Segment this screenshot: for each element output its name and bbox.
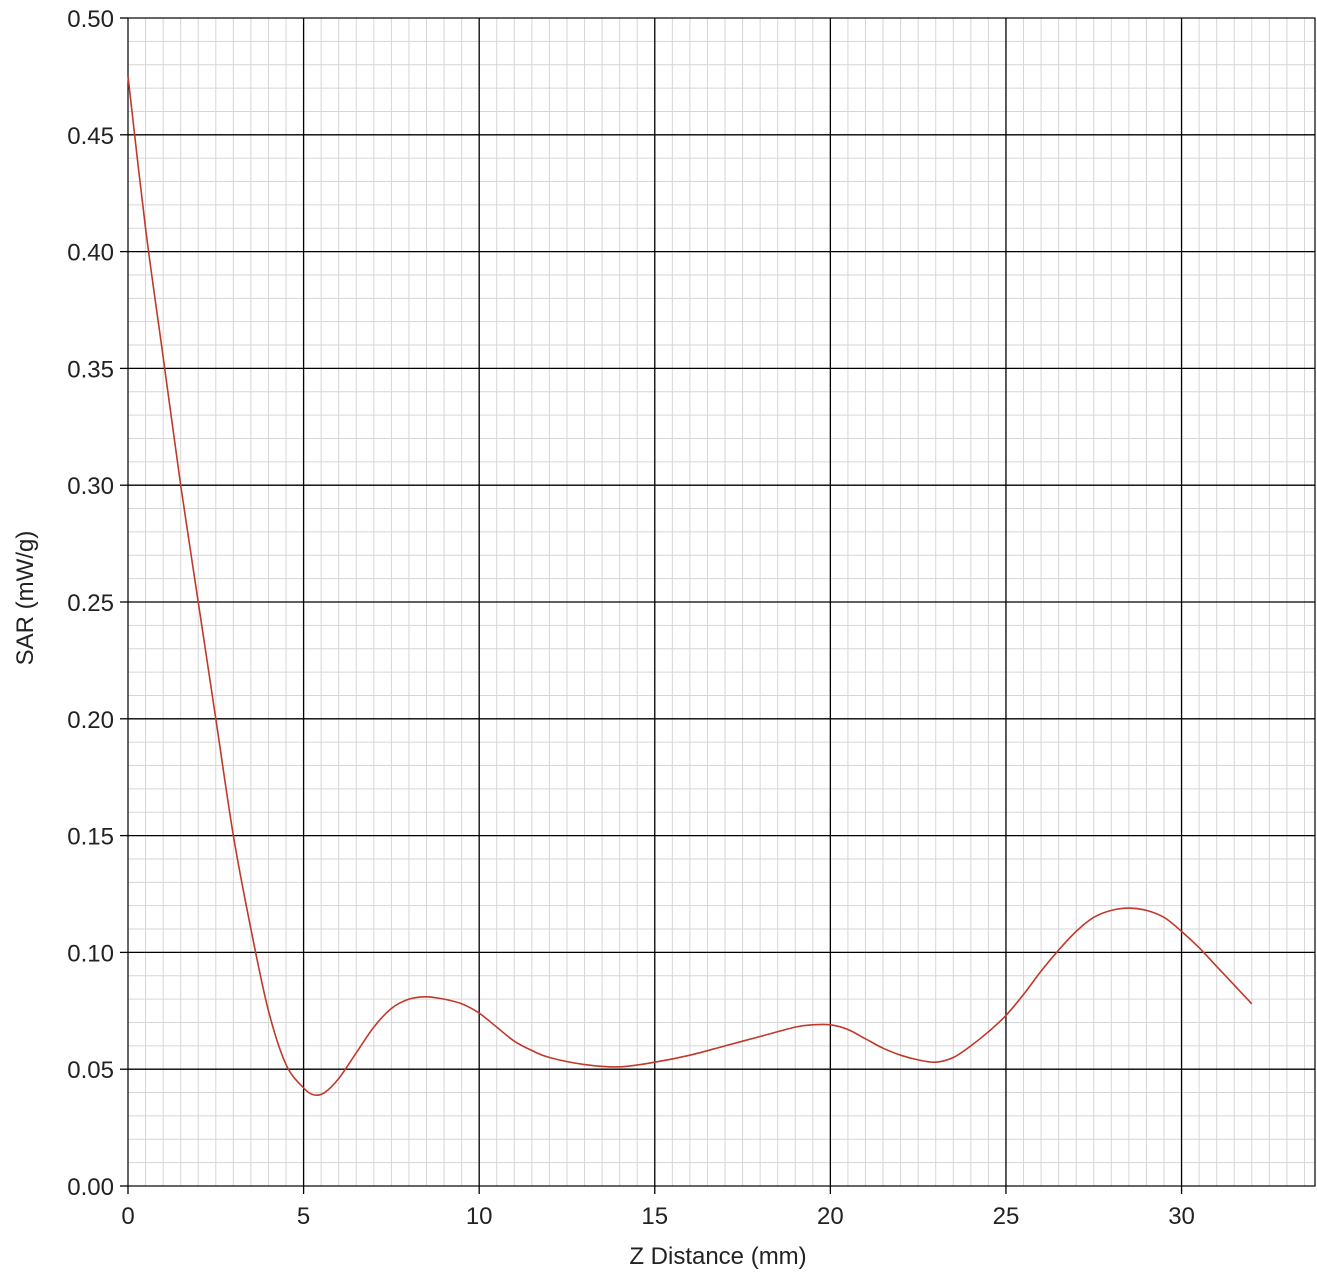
- y-axis-title: SAR (mW/g): [12, 531, 39, 666]
- x-axis-title: Z Distance (mm): [629, 1243, 806, 1270]
- y-tick-label: 0.05: [67, 1057, 114, 1084]
- y-tick-label: 0.00: [67, 1174, 114, 1201]
- x-axis-ticks: 0 5 10 15 20 25 30: [121, 1186, 1195, 1230]
- y-tick-label: 0.25: [67, 590, 114, 617]
- sar-series-line: [127, 76, 1253, 1097]
- major-grid: [128, 18, 1315, 1186]
- series-layer: [127, 76, 1253, 1097]
- x-tick-label: 25: [993, 1203, 1020, 1230]
- y-axis-ticks: 0.00 0.05 0.10 0.15 0.20 0.25 0.30 0.35 0.40 0.45…: [67, 6, 128, 1201]
- y-tick-label: 0.40: [67, 240, 114, 267]
- y-tick-label: 0.45: [67, 123, 114, 150]
- y-tick-label: 0.15: [67, 824, 114, 851]
- y-tick-label: 0.30: [67, 473, 114, 500]
- y-tick-label: 0.10: [67, 940, 114, 967]
- y-tick-label: 0.35: [67, 356, 114, 383]
- y-tick-label: 0.50: [67, 6, 114, 33]
- x-tick-label: 30: [1168, 1203, 1195, 1230]
- x-tick-label: 0: [121, 1203, 134, 1230]
- x-tick-label: 15: [641, 1203, 668, 1230]
- x-tick-label: 20: [817, 1203, 844, 1230]
- y-tick-label: 0.20: [67, 707, 114, 734]
- x-tick-label: 10: [466, 1203, 493, 1230]
- x-tick-label: 5: [297, 1203, 310, 1230]
